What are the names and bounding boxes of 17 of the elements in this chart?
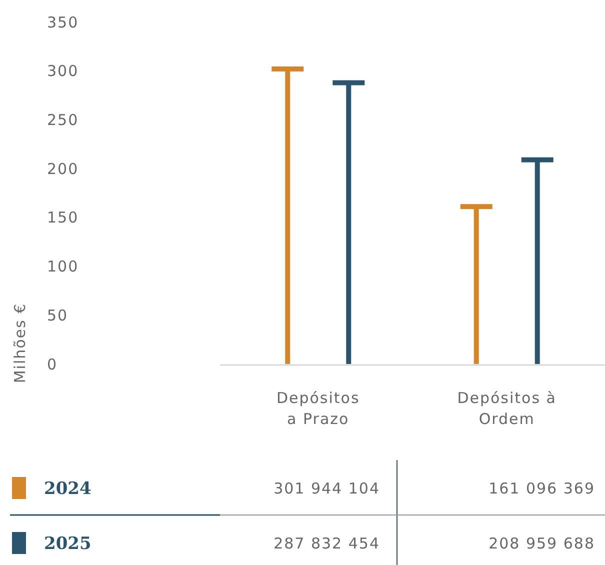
x-tick-label: Depósitos à Ordem xyxy=(457,389,557,428)
x-tick-label: Depósitos a Prazo xyxy=(276,389,360,428)
y-tick-label: 100 xyxy=(47,258,79,276)
y-tick-label: 150 xyxy=(47,208,79,227)
y-tick-label: 250 xyxy=(47,110,79,129)
text: 287 832 454 xyxy=(274,534,380,552)
legend-label: 2025 xyxy=(44,534,92,554)
y-tick-label: 200 xyxy=(47,160,79,178)
y-tick-label: 50 xyxy=(47,306,68,324)
text: 208 959 688 xyxy=(488,534,595,552)
legend-label: 2024 xyxy=(44,478,92,499)
text: 161 096 369 xyxy=(488,479,595,498)
y-axis-title: Milhões € xyxy=(11,302,29,384)
text: 301 944 104 xyxy=(274,479,380,498)
y-tick-label: 0 xyxy=(47,355,58,374)
y-tick-label: 350 xyxy=(47,13,79,32)
y-tick-label: 300 xyxy=(47,62,79,80)
